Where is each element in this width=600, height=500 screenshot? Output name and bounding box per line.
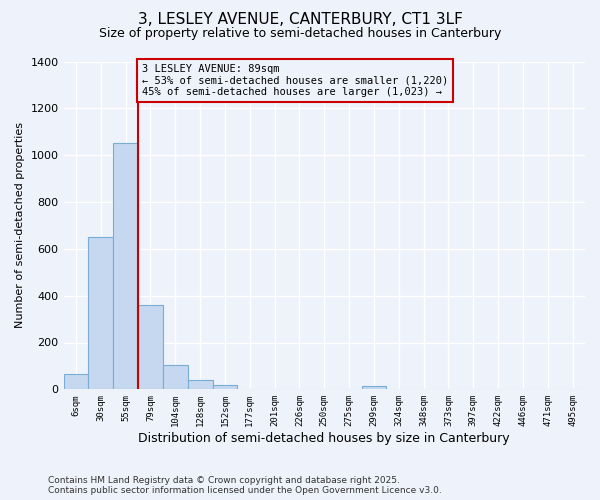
Bar [113,144,138,390]
Y-axis label: Number of semi-detached properties: Number of semi-detached properties [15,122,25,328]
Bar [188,380,212,390]
Bar [163,364,188,390]
Text: Size of property relative to semi-detached houses in Canterbury: Size of property relative to semi-detach… [99,28,501,40]
Bar [88,237,113,390]
Bar [138,305,163,390]
X-axis label: Distribution of semi-detached houses by size in Canterbury: Distribution of semi-detached houses by … [139,432,510,445]
Text: 3, LESLEY AVENUE, CANTERBURY, CT1 3LF: 3, LESLEY AVENUE, CANTERBURY, CT1 3LF [137,12,463,28]
Bar [64,374,88,390]
Bar [362,386,386,390]
Text: 3 LESLEY AVENUE: 89sqm
← 53% of semi-detached houses are smaller (1,220)
45% of : 3 LESLEY AVENUE: 89sqm ← 53% of semi-det… [142,64,448,97]
Bar [212,384,238,390]
Text: Contains HM Land Registry data © Crown copyright and database right 2025.
Contai: Contains HM Land Registry data © Crown c… [48,476,442,495]
